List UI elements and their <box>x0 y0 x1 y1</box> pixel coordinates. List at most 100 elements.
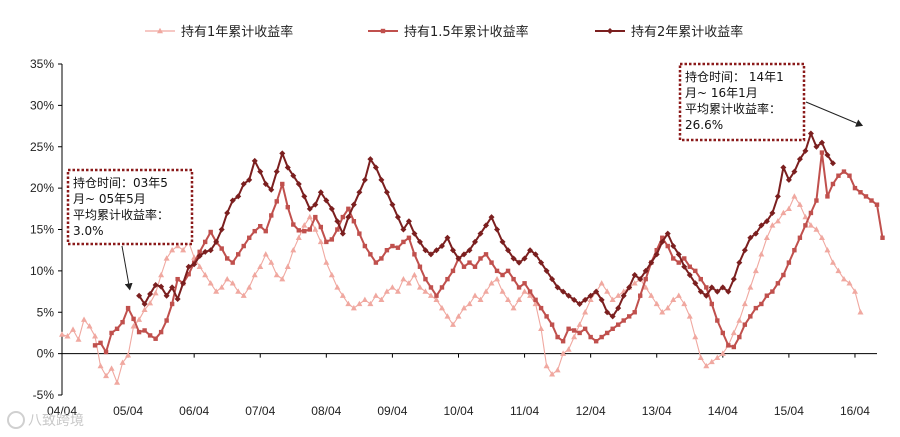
data-point <box>664 304 671 311</box>
data-point <box>114 379 121 385</box>
watermark-text: 八致跨境 <box>28 413 84 429</box>
data-point <box>852 185 858 191</box>
data-point <box>620 292 627 299</box>
data-point <box>802 147 809 154</box>
data-point <box>383 288 390 294</box>
data-point <box>372 164 379 171</box>
data-point <box>444 234 451 241</box>
data-point <box>874 202 880 207</box>
data-point <box>598 296 605 303</box>
data-point <box>759 301 764 307</box>
data-point <box>660 235 665 240</box>
data-point <box>207 280 214 286</box>
data-point <box>301 193 308 200</box>
data-point <box>317 189 324 196</box>
data-point <box>774 193 781 200</box>
data-point <box>588 334 593 340</box>
data-point <box>704 285 709 290</box>
data-point <box>368 252 373 257</box>
data-point <box>279 150 286 157</box>
data-point <box>505 296 512 303</box>
y-tick-label: 15% <box>30 223 54 237</box>
data-point <box>301 222 308 228</box>
data-point <box>356 300 363 307</box>
data-point <box>450 268 456 274</box>
data-point <box>258 223 263 229</box>
data-point <box>196 252 203 259</box>
data-point <box>752 230 759 237</box>
data-point <box>401 239 406 245</box>
data-point <box>488 214 495 221</box>
data-point <box>763 218 770 225</box>
data-point <box>549 276 556 283</box>
data-point <box>147 291 154 298</box>
data-point <box>764 293 770 298</box>
data-point <box>587 292 594 299</box>
data-point <box>477 230 484 237</box>
data-point <box>153 336 158 341</box>
data-point <box>708 284 715 291</box>
data-point <box>384 247 390 253</box>
data-point <box>273 271 280 278</box>
data-point <box>302 228 307 234</box>
data-point <box>285 204 290 210</box>
data-point <box>284 263 291 269</box>
data-point <box>692 280 699 287</box>
data-point <box>400 275 407 282</box>
data-point <box>125 352 132 358</box>
data-point <box>412 252 417 257</box>
data-point <box>516 296 523 303</box>
data-point <box>813 143 820 150</box>
data-point <box>637 276 644 283</box>
data-point <box>653 300 660 307</box>
data-point <box>449 321 456 327</box>
data-point <box>527 247 534 254</box>
y-tick-label: 30% <box>30 98 54 112</box>
data-point <box>240 292 247 298</box>
data-point <box>75 336 82 342</box>
data-point <box>796 201 803 207</box>
data-point <box>582 326 588 331</box>
data-point <box>268 186 275 193</box>
data-point <box>796 156 803 163</box>
data-point <box>411 271 418 278</box>
data-point <box>444 313 451 319</box>
data-point <box>747 234 754 241</box>
x-tick-label: 12/04 <box>576 404 606 418</box>
data-point <box>472 238 479 245</box>
data-point <box>279 275 286 282</box>
data-point <box>577 330 582 336</box>
x-tick-label: 09/04 <box>377 404 407 418</box>
data-point <box>163 255 170 261</box>
data-point <box>378 176 385 183</box>
y-tick-label: 20% <box>30 181 54 195</box>
data-point <box>202 271 209 278</box>
data-point <box>174 242 181 249</box>
data-point <box>169 246 176 253</box>
data-point <box>417 264 423 269</box>
annotation-arrow <box>805 101 864 127</box>
data-point <box>818 139 825 146</box>
data-point <box>230 260 235 265</box>
data-point <box>147 299 154 306</box>
data-point <box>720 330 726 336</box>
data-point <box>356 189 363 196</box>
data-point <box>213 238 220 245</box>
data-point <box>361 296 368 303</box>
legend-swatch-marker <box>380 28 386 34</box>
data-point <box>307 227 313 232</box>
data-point <box>494 226 501 233</box>
data-point <box>236 252 241 257</box>
data-point <box>427 251 434 258</box>
legend: 持有1年累计收益率 持有1.5年累计收益率 持有2年累计收益率 <box>145 24 743 40</box>
data-point <box>136 316 143 322</box>
data-point <box>109 330 114 336</box>
data-point <box>312 226 319 232</box>
data-point <box>163 292 170 299</box>
data-point <box>180 280 187 287</box>
annotation-line: 持仓时间： 14年1 <box>685 69 784 84</box>
data-point <box>169 284 176 291</box>
data-point <box>400 226 407 233</box>
data-point <box>604 288 611 294</box>
data-point <box>136 329 142 335</box>
